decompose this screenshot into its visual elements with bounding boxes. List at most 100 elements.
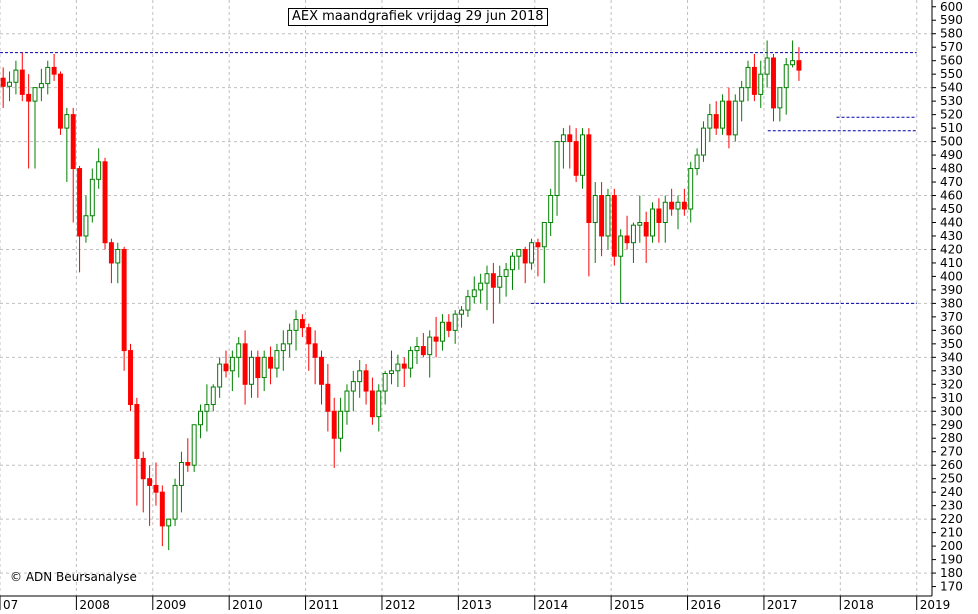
candle-body [70, 114, 76, 170]
candle-body [580, 134, 585, 176]
y-tick-label: 440 [940, 215, 963, 229]
candle-body [357, 370, 363, 383]
candle-body [268, 356, 274, 369]
candle-body [560, 134, 566, 143]
y-tick-label: 450 [940, 202, 963, 216]
candle-body [681, 201, 687, 210]
candle-body [223, 363, 229, 372]
candle-body [739, 87, 745, 102]
y-tick-label: 590 [940, 13, 963, 27]
x-tick-label: 2017 [767, 598, 798, 610]
candle-body [178, 462, 184, 486]
y-tick-label: 570 [940, 40, 963, 54]
candle-body [624, 235, 630, 244]
candle-body [427, 336, 433, 356]
candle-body [261, 356, 267, 379]
y-tick-label: 290 [940, 418, 963, 432]
candle-body [102, 161, 108, 244]
y-tick-label: 530 [940, 94, 963, 108]
candle-body [777, 87, 783, 109]
candle-body [204, 404, 210, 412]
y-tick-label: 270 [940, 445, 963, 459]
y-tick-label: 350 [940, 337, 963, 351]
x-tick-label: 07 [3, 598, 18, 610]
candle-body [51, 66, 57, 75]
y-tick-label: 400 [940, 269, 963, 283]
candle-body [484, 273, 490, 284]
candle-body [395, 363, 401, 372]
candle-body [210, 386, 216, 406]
candle-body [783, 64, 789, 89]
candle-body [630, 224, 636, 244]
candle-body [599, 195, 605, 237]
y-tick-label: 490 [940, 148, 963, 162]
candle-body [420, 346, 426, 356]
candle-body [573, 141, 579, 176]
candle-body [401, 363, 407, 369]
candle-body [656, 208, 662, 223]
y-tick-label: 330 [940, 364, 963, 378]
candle-body [796, 60, 802, 71]
y-tick-label: 220 [940, 512, 963, 526]
x-tick-label: 2008 [79, 598, 110, 610]
y-tick-label: 180 [940, 566, 963, 580]
y-tick-label: 430 [940, 229, 963, 243]
y-tick-label: 550 [940, 67, 963, 81]
candle-body [669, 201, 675, 210]
candle-body [465, 296, 471, 311]
copyright-label: © ADN Beursanalyse [10, 570, 137, 584]
y-tick-label: 310 [940, 391, 963, 405]
candle-body [522, 248, 528, 264]
y-tick-label: 380 [940, 296, 963, 310]
candle-body [338, 410, 344, 439]
y-tick-label: 470 [940, 175, 963, 189]
candle-body [618, 235, 624, 257]
x-tick-label: 2016 [691, 598, 722, 610]
x-tick-label: 2019 [920, 598, 951, 610]
candle-body [108, 242, 114, 264]
candle-body [541, 221, 547, 248]
candle-body [293, 319, 299, 331]
candle-body [147, 478, 153, 486]
candle-body [452, 313, 458, 331]
y-tick-label: 370 [940, 310, 963, 324]
y-tick-label: 560 [940, 54, 963, 68]
candle-body [229, 356, 235, 372]
y-tick-label: 390 [940, 283, 963, 297]
candle-body [509, 255, 515, 271]
candle-body [529, 242, 535, 264]
y-tick-label: 260 [940, 458, 963, 472]
candle-body [325, 383, 331, 412]
candle-body [408, 350, 414, 369]
candle-body [198, 410, 204, 426]
candle-body [159, 491, 165, 527]
candle-body [497, 275, 503, 288]
candle-body [38, 83, 44, 89]
candle-body [248, 356, 254, 385]
chart-title: AEX maandgrafiek vrijdag 29 jun 2018 [288, 8, 548, 26]
candle-body [140, 457, 146, 480]
candle-body [745, 66, 751, 89]
candle-body [446, 321, 452, 331]
candle-body [242, 343, 248, 385]
candle-body [26, 93, 32, 102]
y-tick-label: 200 [940, 539, 963, 553]
candle-body [567, 134, 573, 143]
x-tick-label: 2018 [843, 598, 874, 610]
candle-body [592, 195, 598, 223]
candle-body [236, 343, 242, 358]
candle-body [643, 221, 649, 237]
candle-body [554, 141, 560, 197]
candle-body [121, 248, 127, 352]
candle-body [89, 178, 95, 217]
x-tick-label: 2011 [309, 598, 340, 610]
candle-body [19, 69, 25, 95]
candle-body [32, 87, 38, 102]
y-tick-label: 510 [940, 121, 963, 135]
x-tick-label: 2010 [232, 598, 263, 610]
candle-body [637, 221, 643, 226]
y-tick-label: 340 [940, 350, 963, 364]
x-tick-label: 2012 [385, 598, 416, 610]
